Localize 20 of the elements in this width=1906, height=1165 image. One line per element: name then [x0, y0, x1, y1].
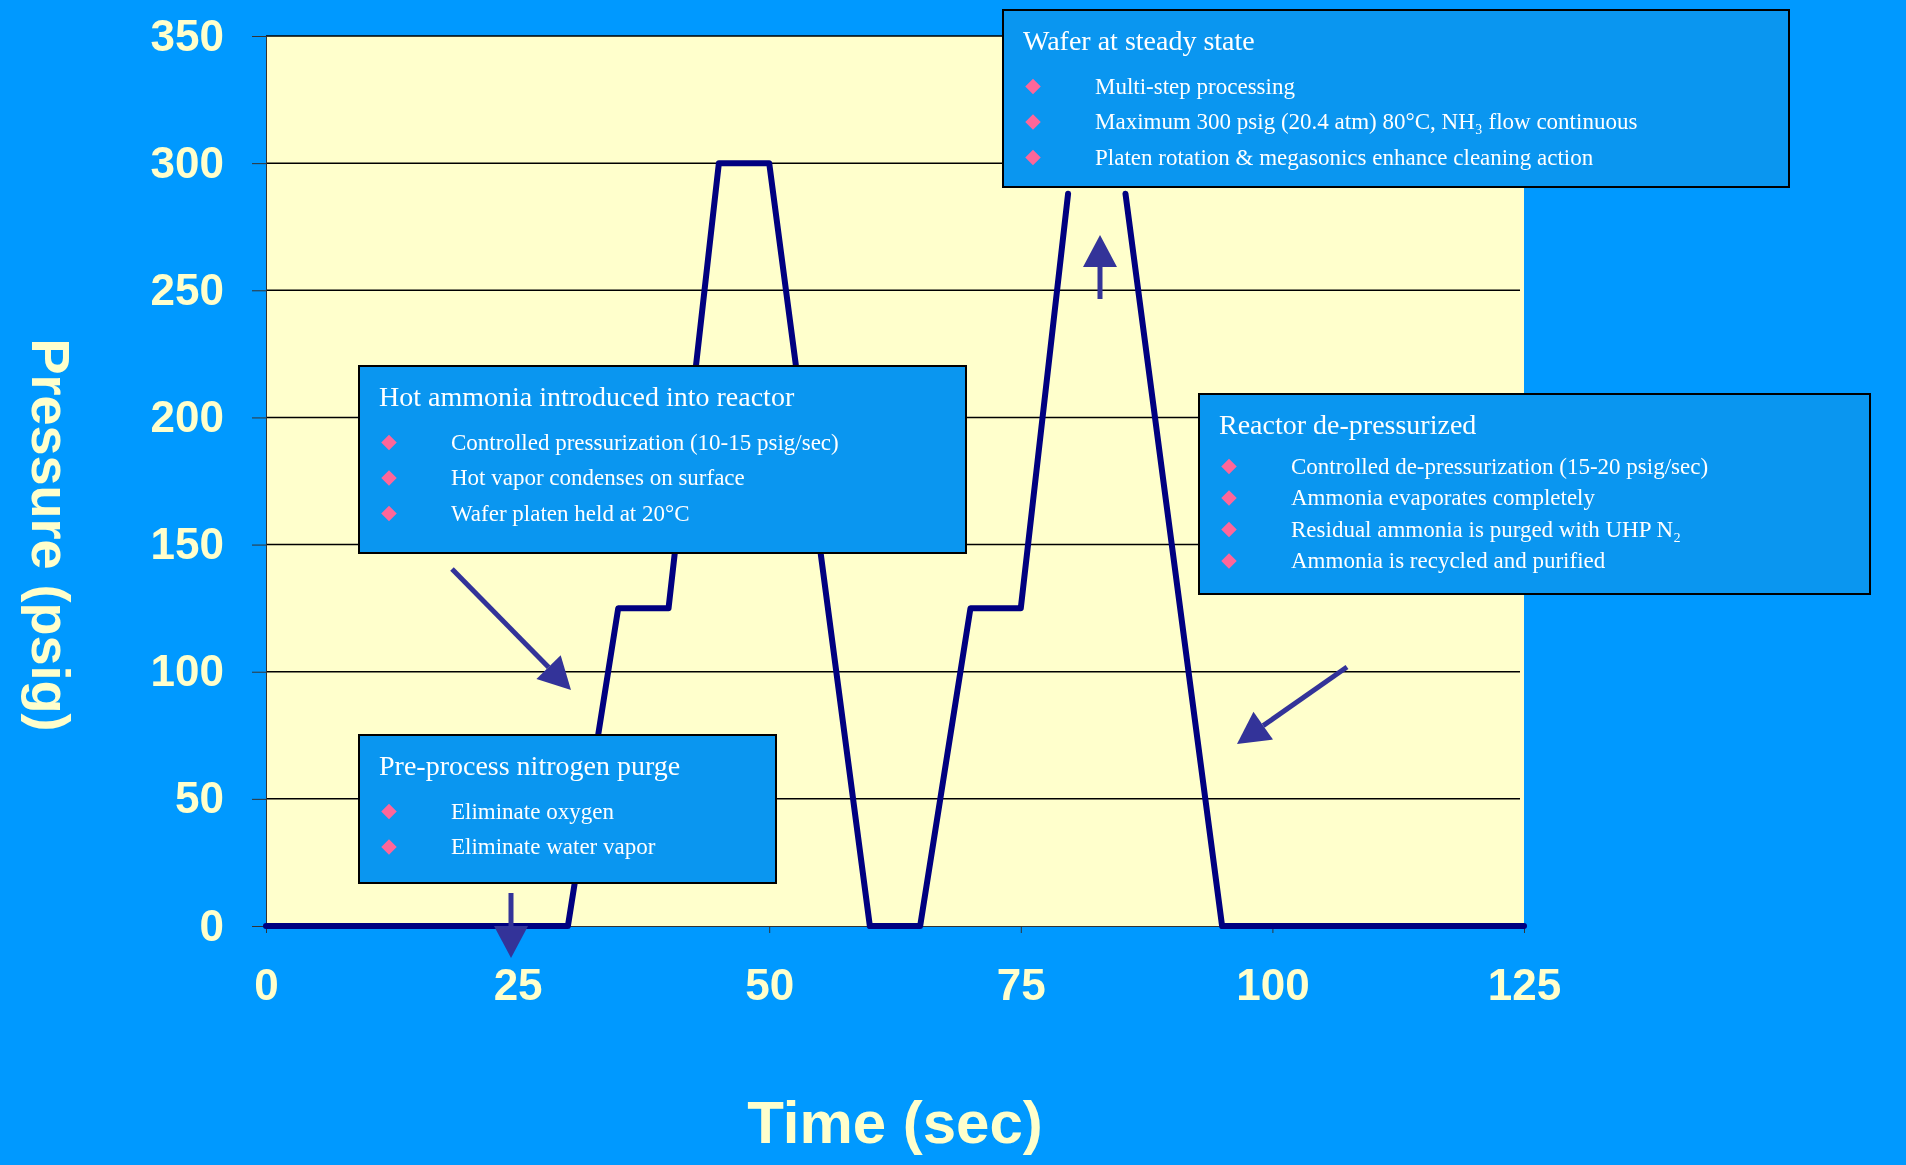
- y-tick-label: 150: [150, 519, 224, 569]
- y-tick-label: 50: [175, 773, 224, 823]
- x-tick-label: 125: [1487, 960, 1562, 1010]
- y-tick-label: 200: [150, 392, 224, 442]
- x-axis-title: Time (sec): [747, 1089, 1043, 1156]
- y-tick-label: 350: [150, 10, 224, 60]
- x-tick-label: 25: [493, 960, 543, 1010]
- y-axis-title: Pressure (psig): [21, 338, 81, 732]
- y-tick-label: 0: [199, 900, 224, 950]
- y-tick-label: 100: [150, 646, 224, 696]
- annotation: Wafer at steady state Multi-step processing Maximum 300 psig (20.4 atm) 80°C, NH₃ flow continuous Platen rotation & megasonics enhance cleaning action: [1023, 25, 1638, 170]
- annotation: Reactor de-pressurized Controlled de-pressurization (15-20 psig/sec) Ammonia evaporates completely Residual ammonia is purged with UHP N₂ Ammonia is recycled and purified: [1219, 409, 1709, 573]
- x-tick-label: 50: [745, 960, 795, 1010]
- x-tick-label: 0: [254, 960, 279, 1010]
- x-tick-label: 75: [996, 960, 1046, 1010]
- annotation: Hot ammonia introduced into reactor Controlled pressurization (10-15 psig/sec) Hot vapor condenses on surface Wafer platen held at 20°C: [379, 381, 839, 526]
- y-tick-label: 250: [150, 264, 224, 314]
- x-tick-label: 100: [1236, 960, 1310, 1010]
- annotation: Pre-process nitrogen purge Eliminate oxygen Eliminate water vapor: [379, 750, 681, 859]
- y-tick-label: 300: [150, 137, 224, 187]
